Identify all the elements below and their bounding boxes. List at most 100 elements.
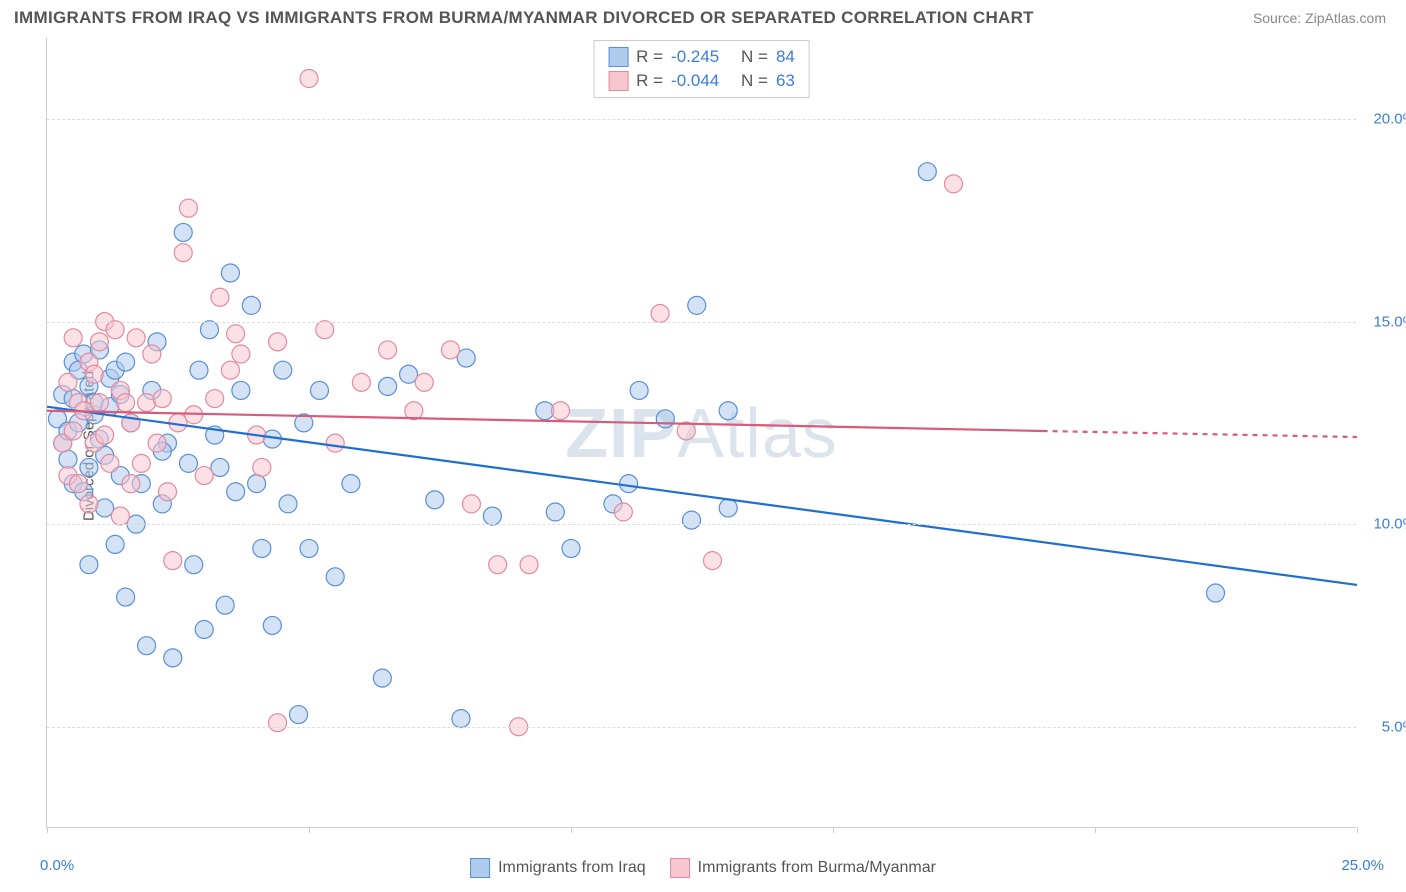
legend-swatch: [670, 858, 690, 878]
y-tick-label: 20.0%: [1361, 111, 1406, 128]
scatter-point-iraq: [253, 539, 271, 557]
grid-line: [47, 727, 1356, 728]
legend-item-iraq: Immigrants from Iraq: [470, 858, 646, 878]
legend-R-value: -0.245: [671, 45, 733, 69]
trend-line-dash-burma: [1043, 431, 1357, 437]
scatter-point-iraq: [310, 381, 328, 399]
scatter-point-burma: [489, 556, 507, 574]
scatter-point-iraq: [300, 539, 318, 557]
scatter-point-iraq: [342, 475, 360, 493]
scatter-point-iraq: [279, 495, 297, 513]
legend-N-label: N =: [741, 45, 768, 69]
scatter-point-burma: [227, 325, 245, 343]
scatter-point-burma: [326, 434, 344, 452]
scatter-point-burma: [945, 175, 963, 193]
scatter-point-burma: [415, 373, 433, 391]
scatter-point-burma: [85, 365, 103, 383]
scatter-point-iraq: [106, 535, 124, 553]
scatter-point-iraq: [452, 710, 470, 728]
scatter-point-burma: [148, 434, 166, 452]
scatter-point-burma: [90, 333, 108, 351]
scatter-point-burma: [441, 341, 459, 359]
scatter-point-iraq: [546, 503, 564, 521]
scatter-point-iraq: [248, 475, 266, 493]
x-tick: [1095, 827, 1096, 833]
plot-area: ZIPAtlas R =-0.245N =84R =-0.044N =63 5.…: [46, 38, 1356, 828]
scatter-point-iraq: [117, 353, 135, 371]
scatter-point-burma: [174, 244, 192, 262]
legend-swatch: [608, 47, 628, 67]
scatter-point-iraq: [562, 539, 580, 557]
legend-label: Immigrants from Iraq: [498, 859, 646, 877]
scatter-point-iraq: [719, 402, 737, 420]
x-axis-min-label: 0.0%: [40, 857, 74, 874]
scatter-point-iraq: [59, 450, 77, 468]
scatter-point-burma: [211, 288, 229, 306]
scatter-point-burma: [651, 304, 669, 322]
scatter-point-iraq: [227, 483, 245, 501]
legend-R-value: -0.044: [671, 69, 733, 93]
legend-N-label: N =: [741, 69, 768, 93]
scatter-point-burma: [703, 552, 721, 570]
x-tick: [47, 827, 48, 833]
scatter-point-iraq: [195, 620, 213, 638]
scatter-point-iraq: [185, 556, 203, 574]
legend-R-label: R =: [636, 69, 663, 93]
scatter-point-burma: [195, 467, 213, 485]
scatter-point-iraq: [290, 706, 308, 724]
scatter-point-burma: [59, 373, 77, 391]
scatter-point-burma: [179, 199, 197, 217]
scatter-point-burma: [462, 495, 480, 513]
scatter-point-burma: [159, 483, 177, 501]
legend-label: Immigrants from Burma/Myanmar: [698, 859, 936, 877]
scatter-point-iraq: [179, 454, 197, 472]
scatter-point-burma: [90, 394, 108, 412]
scatter-point-burma: [69, 475, 87, 493]
scatter-point-burma: [122, 475, 140, 493]
scatter-point-burma: [614, 503, 632, 521]
scatter-point-burma: [379, 341, 397, 359]
y-tick-label: 10.0%: [1361, 516, 1406, 533]
scatter-point-iraq: [373, 669, 391, 687]
legend-swatch: [470, 858, 490, 878]
legend-row-burma: R = -0.044 N = 63: [608, 69, 795, 93]
scatter-point-iraq: [216, 596, 234, 614]
scatter-point-iraq: [190, 361, 208, 379]
scatter-point-burma: [206, 390, 224, 408]
scatter-point-burma: [138, 394, 156, 412]
scatter-point-iraq: [232, 381, 250, 399]
scatter-point-burma: [106, 321, 124, 339]
y-tick-label: 5.0%: [1361, 718, 1406, 735]
legend-N-value: 63: [776, 69, 795, 93]
scatter-point-burma: [520, 556, 538, 574]
scatter-point-burma: [269, 714, 287, 732]
x-tick: [571, 827, 572, 833]
scatter-point-burma: [316, 321, 334, 339]
chart-title: IMMIGRANTS FROM IRAQ VS IMMIGRANTS FROM …: [14, 8, 1034, 28]
scatter-point-iraq: [80, 458, 98, 476]
legend-row-iraq: R =-0.245N =84: [608, 45, 795, 69]
scatter-point-burma: [153, 390, 171, 408]
grid-line: [47, 119, 1356, 120]
x-axis-max-label: 25.0%: [1341, 857, 1384, 874]
legend-bottom: Immigrants from Iraq Immigrants from Burm…: [470, 858, 936, 878]
scatter-point-burma: [64, 422, 82, 440]
scatter-point-burma: [164, 552, 182, 570]
x-tick: [309, 827, 310, 833]
scatter-point-iraq: [620, 475, 638, 493]
scatter-point-iraq: [483, 507, 501, 525]
scatter-point-burma: [80, 495, 98, 513]
scatter-point-burma: [143, 345, 161, 363]
x-tick: [833, 827, 834, 833]
scatter-point-burma: [269, 333, 287, 351]
scatter-point-burma: [111, 507, 129, 525]
scatter-point-burma: [221, 361, 239, 379]
grid-line: [47, 524, 1356, 525]
scatter-point-iraq: [174, 223, 192, 241]
legend-N-value: 84: [776, 45, 795, 69]
scatter-point-burma: [96, 426, 114, 444]
source-attribution: Source: ZipAtlas.com: [1253, 10, 1386, 26]
scatter-point-iraq: [80, 556, 98, 574]
y-tick-label: 15.0%: [1361, 313, 1406, 330]
scatter-point-burma: [132, 454, 150, 472]
